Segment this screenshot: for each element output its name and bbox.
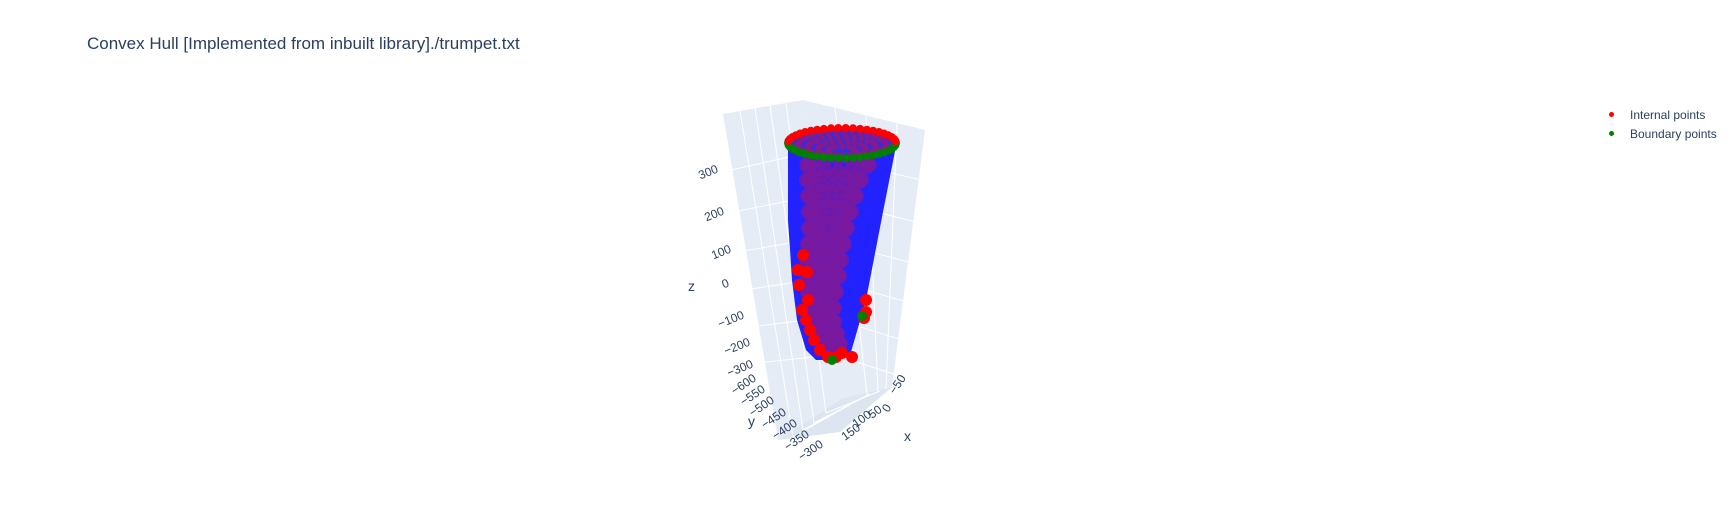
internal-point[interactable] [827,168,841,182]
boundary-point[interactable] [813,125,822,134]
boundary-point[interactable] [827,153,835,162]
internal-point[interactable] [851,145,858,152]
legend-marker-boundary [1609,131,1614,136]
internal-point[interactable] [860,294,872,306]
internal-point[interactable] [837,138,843,145]
internal-point[interactable] [843,134,850,141]
internal-point[interactable] [870,133,877,140]
internal-point[interactable] [826,145,833,152]
grid-floor [792,390,881,438]
internal-point[interactable] [828,283,843,298]
internal-point[interactable] [831,267,846,282]
boundary-points-series[interactable] [784,124,900,365]
internal-point[interactable] [852,171,867,186]
legend: Internal points Boundary points [1600,105,1717,143]
boundary-point[interactable] [857,311,867,321]
internal-point[interactable] [858,135,865,142]
internal-point[interactable] [839,143,845,150]
internal-point[interactable] [882,139,889,146]
boundary-point[interactable] [819,124,828,133]
y-axis-title: y [748,413,755,429]
internal-point[interactable] [801,266,813,278]
legend-item-boundary[interactable]: Boundary points [1600,124,1717,143]
boundary-point[interactable] [827,355,837,365]
boundary-point[interactable] [813,152,822,161]
internal-point[interactable] [872,141,878,148]
boundary-point[interactable] [862,125,871,134]
boundary-point[interactable] [849,124,857,133]
internal-point[interactable] [851,134,858,141]
internal-point[interactable] [816,168,831,183]
internal-point[interactable] [800,314,812,326]
boundary-point[interactable] [806,126,815,135]
internal-point[interactable] [864,137,871,144]
boundary-point[interactable] [856,124,865,133]
boundary-point[interactable] [849,153,857,162]
boundary-point[interactable] [834,124,843,132]
internal-point[interactable] [839,219,854,234]
internal-point[interactable] [848,187,863,202]
legend-item-internal[interactable]: Internal points [1600,105,1717,124]
internal-point[interactable] [792,264,804,276]
internal-point[interactable] [808,139,815,146]
internal-point[interactable] [836,235,851,250]
internal-point[interactable] [814,344,826,356]
legend-label-boundary: Boundary points [1630,126,1717,141]
z-tick: 300 [696,162,720,183]
internal-point[interactable] [796,304,808,316]
internal-point[interactable] [804,324,816,336]
internal-point[interactable] [822,140,829,147]
internal-point[interactable] [793,279,805,291]
internal-point[interactable] [844,139,851,145]
internal-point[interactable] [833,251,848,266]
internal-point[interactable] [833,335,848,350]
z-axis-title: z [688,278,695,294]
internal-point[interactable] [808,334,820,346]
chart-title: Convex Hull [Implemented from inbuilt li… [87,34,520,53]
internal-point[interactable] [834,134,841,141]
z-tick: 200 [702,204,726,225]
boundary-point[interactable] [841,154,850,162]
internal-point[interactable] [813,137,820,144]
internal-point[interactable] [861,143,868,150]
boundary-point[interactable] [841,124,850,132]
boundary-point[interactable] [869,151,878,160]
internal-point[interactable] [819,135,826,142]
internal-point[interactable] [829,139,836,146]
z-tick: 0 [720,276,732,292]
internal-point[interactable] [802,294,814,306]
x-axis-title: x [904,428,911,444]
internal-point[interactable] [846,351,858,363]
z-tick: −100 [716,308,747,331]
internal-point[interactable] [799,136,806,143]
legend-marker-internal [1609,112,1614,117]
boundary-point[interactable] [819,153,828,162]
internal-point[interactable] [817,142,824,149]
internal-point[interactable] [846,144,852,150]
boundary-point[interactable] [856,153,865,162]
internal-point[interactable] [843,203,858,218]
internal-point[interactable] [827,299,841,314]
boundary-point[interactable] [827,124,835,133]
boundary-point[interactable] [891,137,900,145]
z-tick: 100 [709,242,733,263]
legend-label-internal: Internal points [1630,107,1706,122]
internal-point[interactable] [826,134,833,141]
boundary-point[interactable] [862,152,871,161]
internal-point[interactable] [852,140,859,146]
internal-point[interactable] [797,249,809,261]
z-tick: −200 [722,335,753,358]
boundary-point[interactable] [834,154,843,162]
internal-point[interactable] [832,144,838,150]
